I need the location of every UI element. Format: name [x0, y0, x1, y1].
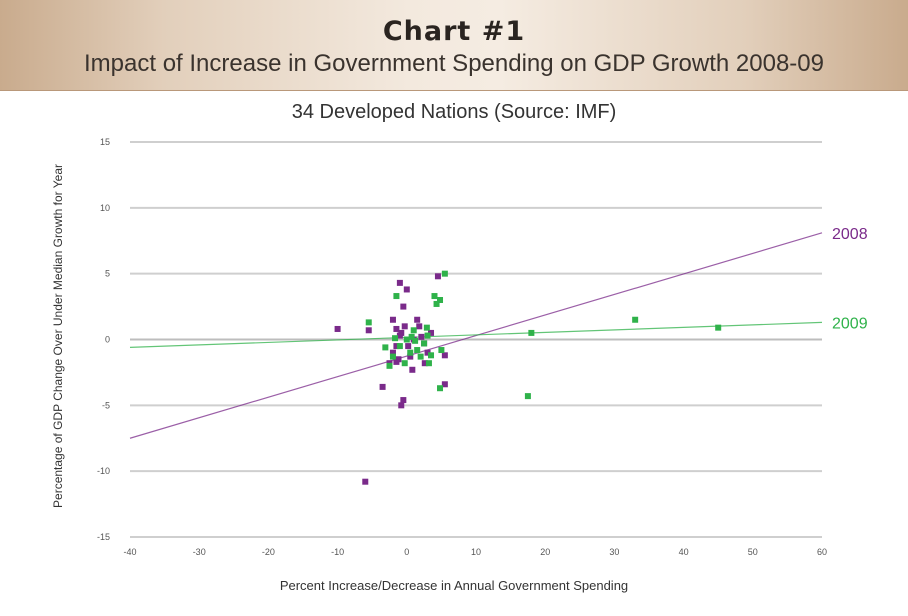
data-point-2008	[389, 349, 396, 356]
trend-lines	[129, 232, 823, 439]
y-tick-label: 5	[105, 269, 110, 279]
data-point-2008	[403, 286, 410, 293]
x-tick-label: -30	[193, 547, 206, 557]
series-label-2009: 2009	[832, 315, 868, 332]
y-tick-label: -15	[97, 532, 110, 542]
data-point-2009	[437, 297, 444, 303]
data-point-2008	[407, 353, 414, 360]
data-point-2008	[396, 279, 403, 286]
data-point-2009	[389, 353, 396, 360]
data-point-2008	[424, 349, 431, 356]
x-axis-label: Percent Increase/Decrease in Annual Gove…	[279, 578, 629, 593]
data-point-2008	[398, 402, 405, 409]
data-point-2008	[398, 329, 405, 336]
data-point-2009	[524, 393, 531, 400]
data-point-2009	[421, 340, 428, 347]
data-point-2009	[423, 324, 430, 331]
chart-heading: Impact of Increase in Government Spendin…	[84, 50, 824, 77]
data-point-2008	[362, 478, 369, 485]
chart-title: Chart #1	[382, 16, 526, 47]
data-point-2009	[403, 336, 410, 343]
x-tick-labels: -40 -30 -20 -10 0 10 20 30 40 50 60	[123, 547, 827, 557]
data-point-2009	[433, 300, 440, 307]
data-point-2008	[418, 333, 425, 340]
x-tick-label: 10	[471, 547, 481, 557]
series-label-2008: 2008	[832, 226, 868, 243]
trend-line-2009	[129, 321, 823, 348]
x-tick-label: 20	[540, 547, 550, 557]
y-tick-label: 10	[100, 203, 110, 213]
data-point-2008	[393, 358, 400, 365]
data-point-2008	[441, 352, 448, 359]
data-point-2009	[365, 319, 372, 326]
data-point-2009	[407, 349, 414, 356]
data-point-2009	[632, 316, 639, 323]
x-tick-label: -20	[262, 547, 275, 557]
data-point-2009	[441, 270, 448, 277]
x-tick-label: 30	[609, 547, 619, 557]
trend-line-2008	[129, 232, 823, 439]
series-end-labels: 2008 2009	[832, 226, 868, 333]
y-tick-label: -5	[102, 400, 110, 410]
grid-lines	[130, 141, 822, 538]
data-point-2008	[405, 343, 412, 350]
chart-banner: Chart #1 Impact of Increase in Governmen…	[0, 0, 908, 91]
data-point-2009	[438, 347, 445, 354]
data-point-2009	[425, 360, 432, 367]
data-point-2009	[401, 360, 408, 367]
x-tick-label: 0	[404, 547, 409, 557]
data-point-2009	[386, 362, 393, 369]
data-point-2008	[379, 383, 386, 390]
data-point-2009	[396, 343, 403, 350]
data-point-2009	[715, 324, 722, 331]
data-point-2008	[393, 343, 400, 350]
data-point-2008	[400, 303, 407, 310]
x-tick-label: -40	[123, 547, 136, 557]
data-point-2009	[437, 385, 444, 392]
data-point-2009	[408, 333, 415, 340]
y-tick-label: -10	[97, 466, 110, 476]
x-tick-label: 40	[679, 547, 689, 557]
data-point-2009	[382, 344, 389, 351]
data-point-2009	[410, 327, 417, 334]
data-point-2009	[393, 293, 400, 300]
data-point-2008	[434, 273, 441, 280]
y-tick-label: 15	[100, 137, 110, 147]
x-tick-label: -10	[331, 547, 344, 557]
data-point-2008	[389, 316, 396, 323]
data-point-2008	[393, 325, 400, 332]
x-tick-label: 50	[748, 547, 758, 557]
data-points	[334, 270, 722, 485]
data-point-2009	[412, 337, 419, 344]
data-point-2009	[424, 332, 431, 339]
data-point-2008	[401, 323, 408, 330]
data-point-2008	[421, 360, 428, 367]
data-point-2008	[409, 366, 416, 373]
data-point-2009	[417, 353, 424, 360]
data-point-2008	[428, 329, 435, 336]
x-tick-label: 60	[817, 547, 827, 557]
y-tick-label: 0	[105, 335, 110, 345]
data-point-2008	[416, 323, 423, 330]
data-point-2009	[528, 329, 535, 336]
data-point-2008	[365, 327, 372, 334]
y-tick-labels: -15 -10 -5 0 5 10 15	[97, 137, 110, 542]
data-point-2009	[428, 352, 435, 359]
data-point-2008	[334, 325, 341, 332]
data-point-2008	[441, 381, 448, 388]
data-point-2009	[414, 347, 421, 354]
data-point-2008	[400, 397, 407, 404]
data-point-2008	[414, 316, 421, 323]
data-point-2009	[392, 335, 399, 342]
chart-subtitle: 34 Developed Nations (Source: IMF)	[291, 101, 617, 123]
data-point-2009	[431, 293, 438, 300]
